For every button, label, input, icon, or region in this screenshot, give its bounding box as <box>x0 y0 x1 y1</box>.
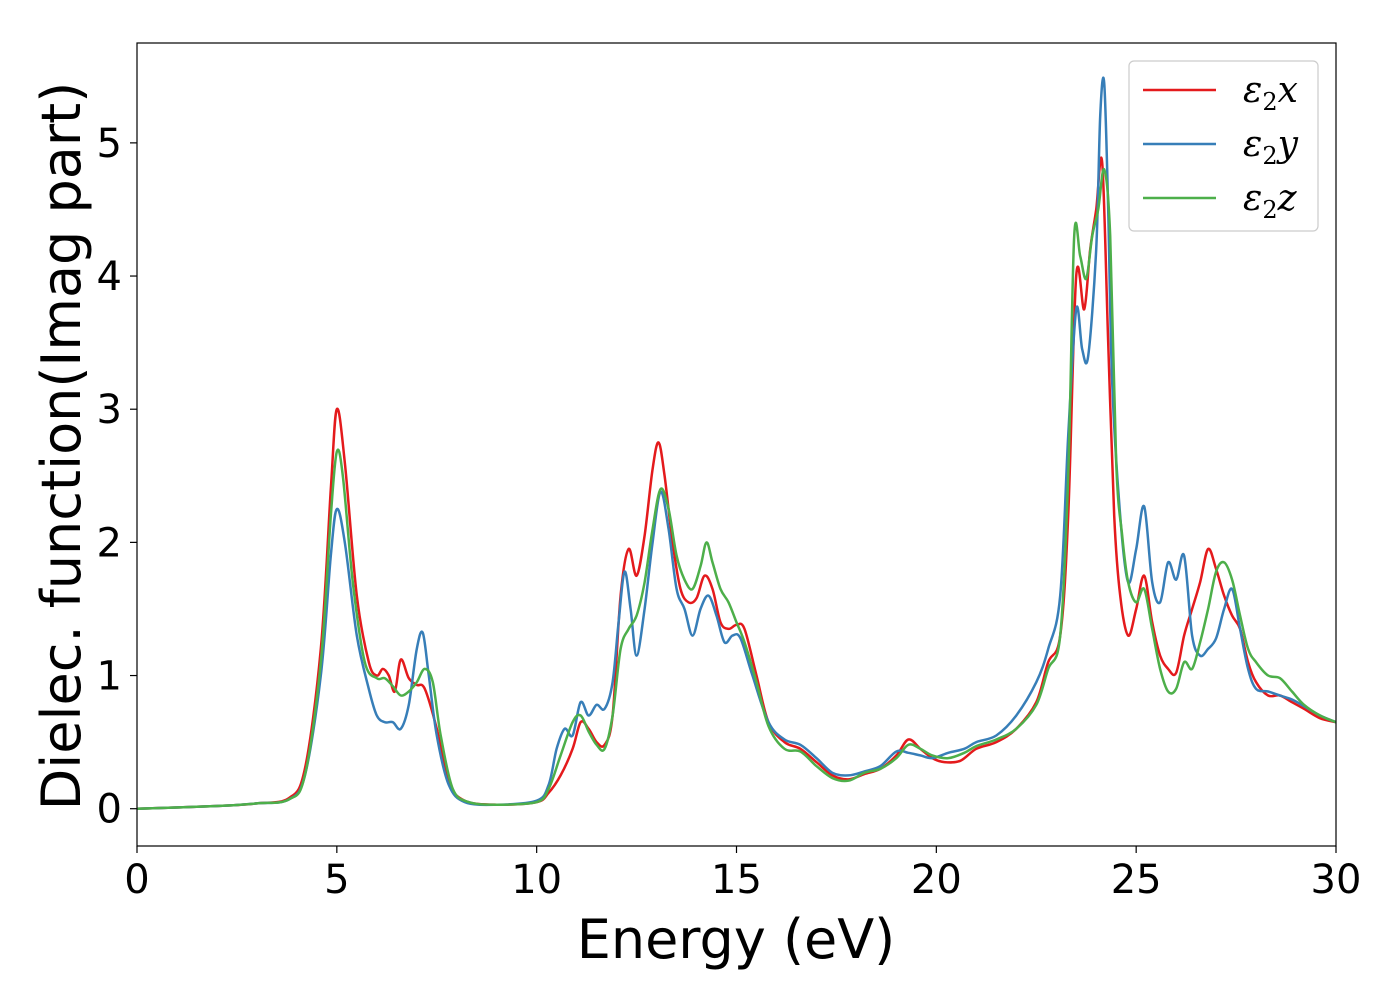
x-tick-label: 0 <box>124 857 149 903</box>
x-tick-label: 20 <box>911 857 962 903</box>
series-line-1 <box>136 156 1337 810</box>
legend-label-1: ε2x <box>1243 70 1298 116</box>
y-tick-label: 1 <box>97 654 122 700</box>
y-tick-label: 4 <box>97 254 122 300</box>
y-tick-label: 2 <box>97 520 122 566</box>
series-line-2 <box>136 76 1337 810</box>
x-tick-label: 5 <box>324 857 349 903</box>
legend-label-3: ε2z <box>1243 178 1298 224</box>
y-axis-label: Dielec. function(Imag part) <box>30 82 93 811</box>
legend-label-2: ε2y <box>1243 124 1299 170</box>
x-tick-label: 25 <box>1111 857 1162 903</box>
legend-box <box>1128 60 1319 232</box>
y-tick-label: 5 <box>97 121 122 167</box>
y-tick-label: 3 <box>97 387 122 433</box>
legend: ε2x ε2y ε2z <box>1128 60 1319 232</box>
series-line-3 <box>136 168 1337 810</box>
x-axis-label: Energy (eV) <box>577 908 896 971</box>
y-tick-label: 0 <box>97 787 122 833</box>
x-tick-label: 10 <box>511 857 562 903</box>
x-tick-label: 30 <box>1311 857 1362 903</box>
x-axis-ticks: 0 5 10 15 20 25 30 <box>124 846 1361 903</box>
series-layer <box>136 76 1337 810</box>
y-axis-ticks: 0 1 2 3 4 5 <box>97 121 137 833</box>
x-tick-label: 15 <box>711 857 762 903</box>
